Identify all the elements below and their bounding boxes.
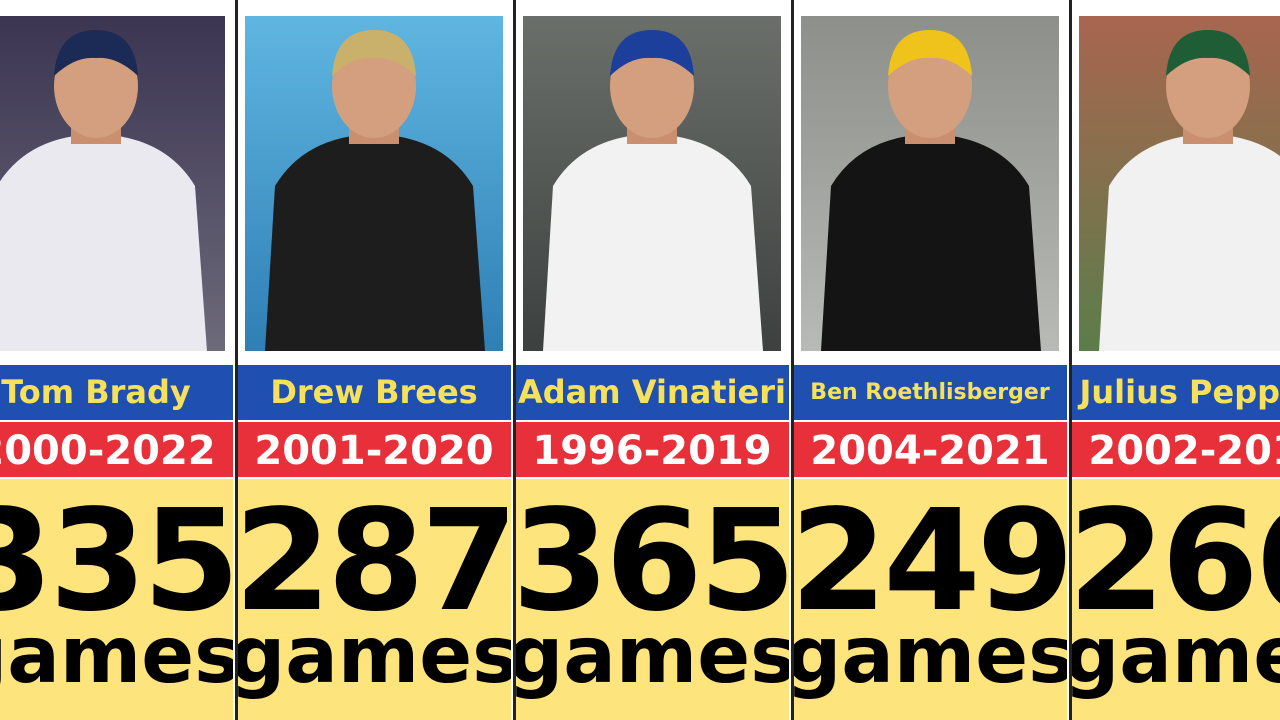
career-years: 2000-2022	[0, 422, 233, 477]
photo-illustration	[801, 16, 1059, 351]
games-unit: games	[515, 611, 789, 701]
player-name: Ben Roethlisberger	[793, 365, 1067, 420]
games-count: 266	[1071, 480, 1280, 643]
games-count: 287	[237, 480, 511, 643]
column-divider	[513, 0, 516, 720]
stat-panel: 249 games	[793, 479, 1067, 720]
career-years: 2004-2021	[793, 422, 1067, 477]
player-column: Ben Roethlisberger 2004-2021 249 games	[793, 0, 1067, 720]
games-unit: games	[0, 611, 233, 701]
player-column: Julius Peppers2002-2018266games	[1071, 0, 1280, 720]
column-divider	[791, 0, 794, 720]
career-years: 1996-2019	[515, 422, 789, 477]
stat-panel: 335games	[0, 479, 233, 720]
player-name: Drew Brees	[237, 365, 511, 420]
player-photo	[1079, 16, 1280, 351]
player-photo	[801, 16, 1059, 351]
photo-illustration	[1079, 16, 1280, 351]
player-column: Drew Brees 2001-2020 287 games	[237, 0, 511, 720]
stat-panel: 266games	[1071, 479, 1280, 720]
career-years: 2001-2020	[237, 422, 511, 477]
stat-panel: 365 games	[515, 479, 789, 720]
player-photo	[0, 16, 225, 351]
player-name: Julius Peppers	[1071, 365, 1280, 420]
column-divider	[235, 0, 238, 720]
games-unit: games	[1071, 611, 1280, 701]
player-name: Tom Brady	[0, 365, 233, 420]
player-name: Adam Vinatieri	[515, 365, 789, 420]
games-count: 249	[793, 480, 1067, 643]
games-count: 365	[515, 480, 789, 643]
player-photo	[523, 16, 781, 351]
column-divider	[1069, 0, 1072, 720]
photo-illustration	[245, 16, 503, 351]
player-photo	[245, 16, 503, 351]
games-count: 335	[0, 480, 233, 643]
games-unit: games	[793, 611, 1067, 701]
career-years: 2002-2018	[1071, 422, 1280, 477]
player-column: Adam Vinatieri 1996-2019 365 games	[515, 0, 789, 720]
stat-panel: 287 games	[237, 479, 511, 720]
games-unit: games	[237, 611, 511, 701]
photo-illustration	[0, 16, 225, 351]
photo-illustration	[523, 16, 781, 351]
